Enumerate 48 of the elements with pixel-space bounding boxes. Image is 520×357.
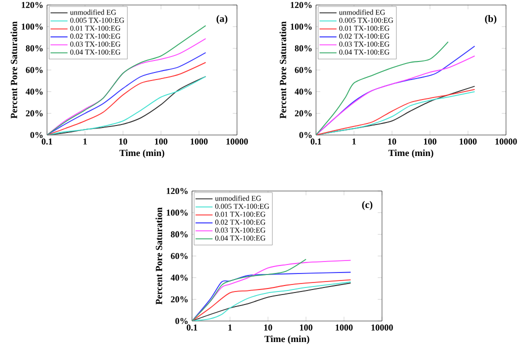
x-tick-label: 1 xyxy=(83,138,87,144)
annotation: (c) xyxy=(362,201,372,210)
y-tick-label: 60% xyxy=(26,66,43,74)
y-tick-label: 120% xyxy=(22,2,43,8)
x-tick-label: 10 xyxy=(388,138,396,145)
x-axis-title: Time (min) xyxy=(264,335,310,344)
x-tick-label: 0.1 xyxy=(310,138,322,145)
x-axis-title: Time (min) xyxy=(119,149,164,158)
x-tick-label: 0.1 xyxy=(186,324,198,331)
y-tick-label: 40% xyxy=(170,274,188,281)
x-tick-label: 1000 xyxy=(336,324,353,331)
y-tick-label: 20% xyxy=(294,110,312,116)
x-tick-label: 10000 xyxy=(496,138,517,145)
y-tick-label: 40% xyxy=(26,88,43,95)
x-tick-label: 10000 xyxy=(226,138,248,145)
y-tick-label: 100% xyxy=(22,24,43,30)
x-tick-label: 10000 xyxy=(372,324,393,331)
x-tick-label: 0.1 xyxy=(42,138,52,145)
x-tick-label: 1 xyxy=(228,324,232,330)
x-tick-label: 100 xyxy=(154,138,168,145)
y-tick-label: 20% xyxy=(170,296,188,302)
y-tick-label: 0% xyxy=(299,132,312,138)
x-tick-label: 10 xyxy=(264,324,272,331)
y-tick-label: 20% xyxy=(26,110,43,116)
y-tick-label: 100% xyxy=(290,24,312,30)
y-tick-label: 60% xyxy=(294,66,312,74)
x-axis-title: Time (min) xyxy=(388,149,434,158)
y-tick-label: 120% xyxy=(290,2,312,8)
x-tick-label: 10 xyxy=(119,138,128,145)
y-tick-label: 40% xyxy=(294,88,312,95)
x-tick-label: 100 xyxy=(424,138,436,145)
y-tick-label: 80% xyxy=(26,45,43,52)
y-tick-label: 60% xyxy=(170,252,188,260)
x-tick-label: 1 xyxy=(352,138,356,144)
y-tick-label: 0% xyxy=(30,132,43,138)
x-tick-label: 1000 xyxy=(190,138,208,145)
x-tick-label: 100 xyxy=(300,324,312,331)
x-tick-label: 1000 xyxy=(460,138,477,145)
y-axis-title: Percent Pore Saturation xyxy=(156,207,162,305)
annotation: (b) xyxy=(485,15,496,24)
y-tick-label: 0% xyxy=(175,318,188,324)
y-tick-label: 120% xyxy=(166,188,188,194)
y-tick-label: 100% xyxy=(166,210,188,216)
y-tick-label: 80% xyxy=(294,45,312,52)
y-axis-title: Percent Pore Saturation xyxy=(10,21,18,119)
y-axis-title: Percent Pore Saturation xyxy=(280,21,286,119)
annotation: (a) xyxy=(216,15,228,24)
y-tick-label: 80% xyxy=(170,231,188,238)
